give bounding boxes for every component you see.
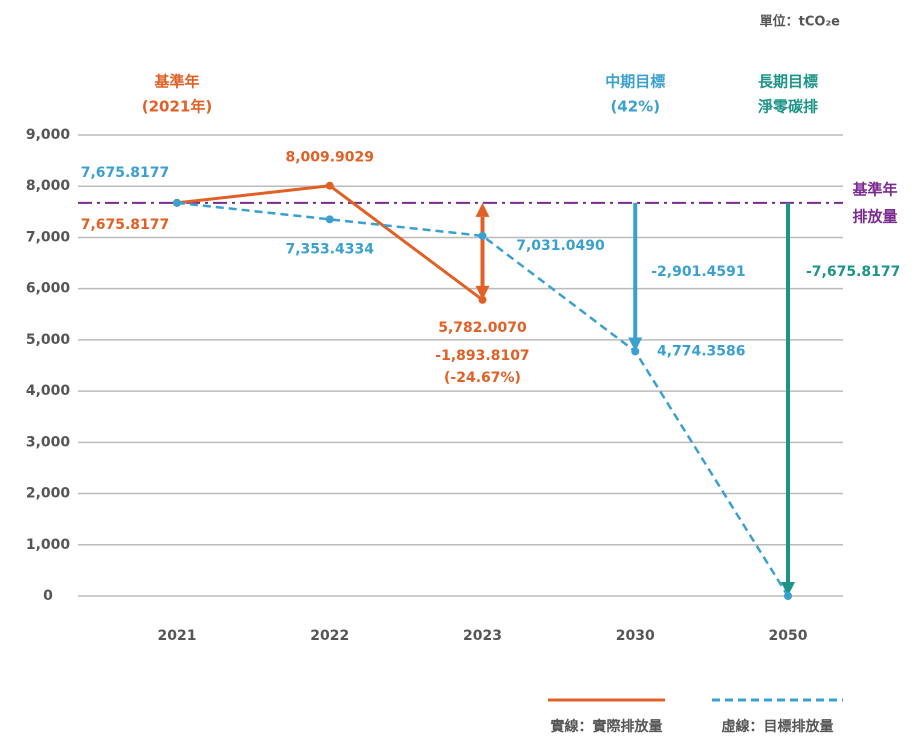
y-tick-label: 8,000 [26, 178, 71, 194]
data-point [478, 295, 487, 304]
data-point [325, 215, 334, 224]
arrow-head [475, 202, 490, 217]
y-tick-label: 0 [43, 588, 53, 604]
baseline-label: 基準年 [851, 181, 897, 199]
x-tick-label: 2023 [463, 628, 502, 644]
header-label: (2021年) [142, 98, 212, 116]
header-label: (42%) [610, 98, 660, 116]
difference-label: -1,893.8107 [435, 348, 529, 364]
data-point [325, 181, 334, 190]
data-label: 7,031.0490 [516, 238, 605, 254]
difference-label: -7,675.8177 [806, 264, 900, 280]
data-point [784, 592, 792, 600]
data-label: 5,782.0070 [438, 320, 527, 336]
y-tick-label: 3,000 [26, 434, 71, 450]
x-tick-label: 2021 [158, 628, 197, 644]
unit-label: 單位：tCO₂e [760, 14, 841, 30]
legend-label: 實線：實際排放量 [551, 718, 663, 735]
x-tick-label: 2030 [616, 628, 655, 644]
difference-percent: (-24.67%) [444, 370, 521, 386]
x-tick-label: 2022 [310, 628, 349, 644]
data-label: 7,675.8177 [81, 217, 170, 233]
arrow-head [475, 285, 490, 300]
data-point [173, 198, 181, 207]
y-tick-label: 1,000 [26, 537, 71, 553]
y-tick-label: 2,000 [26, 486, 71, 502]
x-tick-label: 2050 [769, 628, 808, 644]
header-label: 長期目標 [758, 73, 818, 91]
baseline-label: 排放量 [852, 208, 897, 226]
data-point [631, 347, 640, 356]
data-label: 4,774.3586 [657, 343, 746, 359]
data-label: 7,675.8177 [81, 165, 170, 181]
y-tick-label: 4,000 [26, 383, 71, 399]
data-point [478, 231, 487, 240]
arrow-head [628, 337, 643, 352]
header-label: 中期目標 [605, 73, 665, 91]
header-label: 淨零碳排 [758, 98, 818, 116]
legend-label: 虛線：目標排放量 [722, 718, 834, 735]
difference-label: -2,901.4591 [651, 264, 745, 280]
y-tick-label: 6,000 [26, 281, 71, 297]
y-tick-label: 7,000 [26, 229, 71, 245]
data-label: 7,353.4334 [285, 241, 374, 257]
data-label: 8,009.9029 [285, 150, 374, 166]
arrow-head [781, 582, 795, 596]
y-tick-label: 5,000 [26, 332, 71, 348]
y-tick-label: 9,000 [26, 127, 71, 143]
header-label: 基準年 [153, 73, 199, 91]
